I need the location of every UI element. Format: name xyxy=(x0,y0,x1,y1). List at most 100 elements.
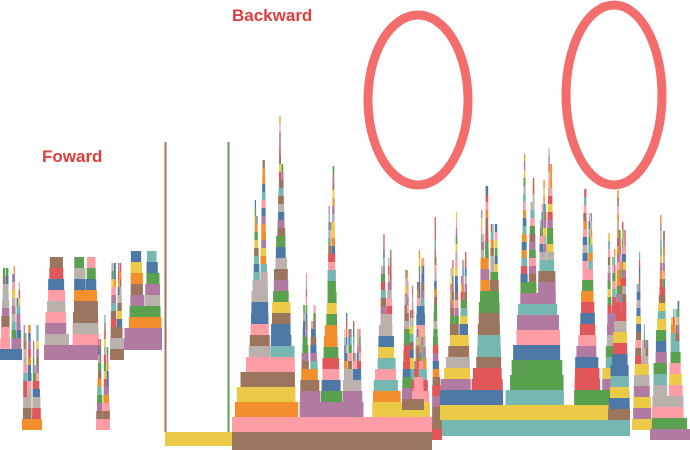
stacks xyxy=(0,116,690,450)
frame xyxy=(539,252,547,260)
frame xyxy=(32,397,41,408)
frame xyxy=(305,297,308,305)
frame xyxy=(655,341,667,352)
frame xyxy=(98,347,100,355)
frame xyxy=(326,314,338,325)
frame xyxy=(332,174,335,182)
frame xyxy=(130,251,142,262)
frame xyxy=(622,222,624,230)
frame xyxy=(380,282,386,290)
frame xyxy=(518,304,558,315)
frame xyxy=(677,325,680,333)
frame xyxy=(373,391,401,402)
frame xyxy=(240,372,295,387)
frame xyxy=(111,279,114,287)
frame xyxy=(660,255,663,263)
frame xyxy=(346,313,348,321)
frame xyxy=(98,363,102,371)
frame xyxy=(303,313,305,321)
frame xyxy=(128,317,162,328)
frame xyxy=(622,254,626,262)
frame xyxy=(530,202,533,210)
frame xyxy=(485,242,489,250)
frame xyxy=(608,409,630,420)
frame xyxy=(324,325,338,336)
frame xyxy=(638,284,641,292)
frame xyxy=(452,292,454,300)
frame xyxy=(434,241,436,249)
frame xyxy=(130,273,143,284)
frame xyxy=(432,377,441,385)
frame xyxy=(477,335,501,346)
frame xyxy=(478,313,500,324)
frame xyxy=(260,248,267,256)
frame xyxy=(253,264,260,272)
frame xyxy=(636,284,639,292)
frame xyxy=(522,202,526,210)
frame xyxy=(616,286,621,294)
frame xyxy=(618,238,621,246)
frame xyxy=(387,274,390,282)
frame xyxy=(480,234,483,242)
frame xyxy=(261,208,266,216)
frame xyxy=(327,270,336,281)
frame xyxy=(416,353,419,361)
frame xyxy=(27,357,31,365)
frame xyxy=(638,252,641,260)
frame xyxy=(145,284,161,295)
frame xyxy=(658,303,666,311)
frame xyxy=(74,257,85,268)
frame xyxy=(538,282,556,293)
frame xyxy=(492,224,494,232)
frame xyxy=(523,162,526,170)
frame xyxy=(612,297,616,305)
frame xyxy=(450,276,452,284)
frame xyxy=(440,405,630,420)
frame xyxy=(432,353,439,361)
frame xyxy=(328,206,330,214)
frame xyxy=(582,253,588,261)
frame xyxy=(390,250,392,258)
frame xyxy=(612,257,614,265)
frame xyxy=(673,309,675,317)
frame xyxy=(331,214,335,222)
frame xyxy=(440,420,630,436)
frame xyxy=(613,257,616,265)
frame xyxy=(342,380,362,391)
frame xyxy=(113,263,116,271)
frame xyxy=(232,417,432,432)
frame xyxy=(328,238,330,246)
frame xyxy=(36,349,39,357)
frame xyxy=(279,156,281,164)
frame xyxy=(633,386,650,397)
frame xyxy=(522,218,527,226)
frame xyxy=(414,377,424,388)
frame xyxy=(383,266,385,274)
frame xyxy=(434,217,436,225)
frame xyxy=(117,287,120,295)
frame xyxy=(582,261,588,269)
frame xyxy=(44,334,70,345)
frame xyxy=(256,216,258,224)
frame xyxy=(449,335,469,346)
frame xyxy=(588,245,593,253)
frame xyxy=(582,237,588,245)
frame xyxy=(253,256,259,264)
frame xyxy=(146,273,160,284)
frame xyxy=(390,258,392,266)
frame xyxy=(357,345,359,353)
frame xyxy=(16,314,21,322)
frame xyxy=(520,266,528,274)
frame xyxy=(543,220,547,228)
frame xyxy=(646,340,649,348)
frame xyxy=(313,305,316,313)
frame xyxy=(49,268,64,279)
frame xyxy=(332,182,335,190)
frame xyxy=(419,353,422,361)
frame xyxy=(278,204,285,212)
frame xyxy=(543,228,547,236)
frame xyxy=(432,407,442,418)
frame xyxy=(328,214,330,222)
frame xyxy=(232,432,432,450)
frame xyxy=(590,221,593,229)
